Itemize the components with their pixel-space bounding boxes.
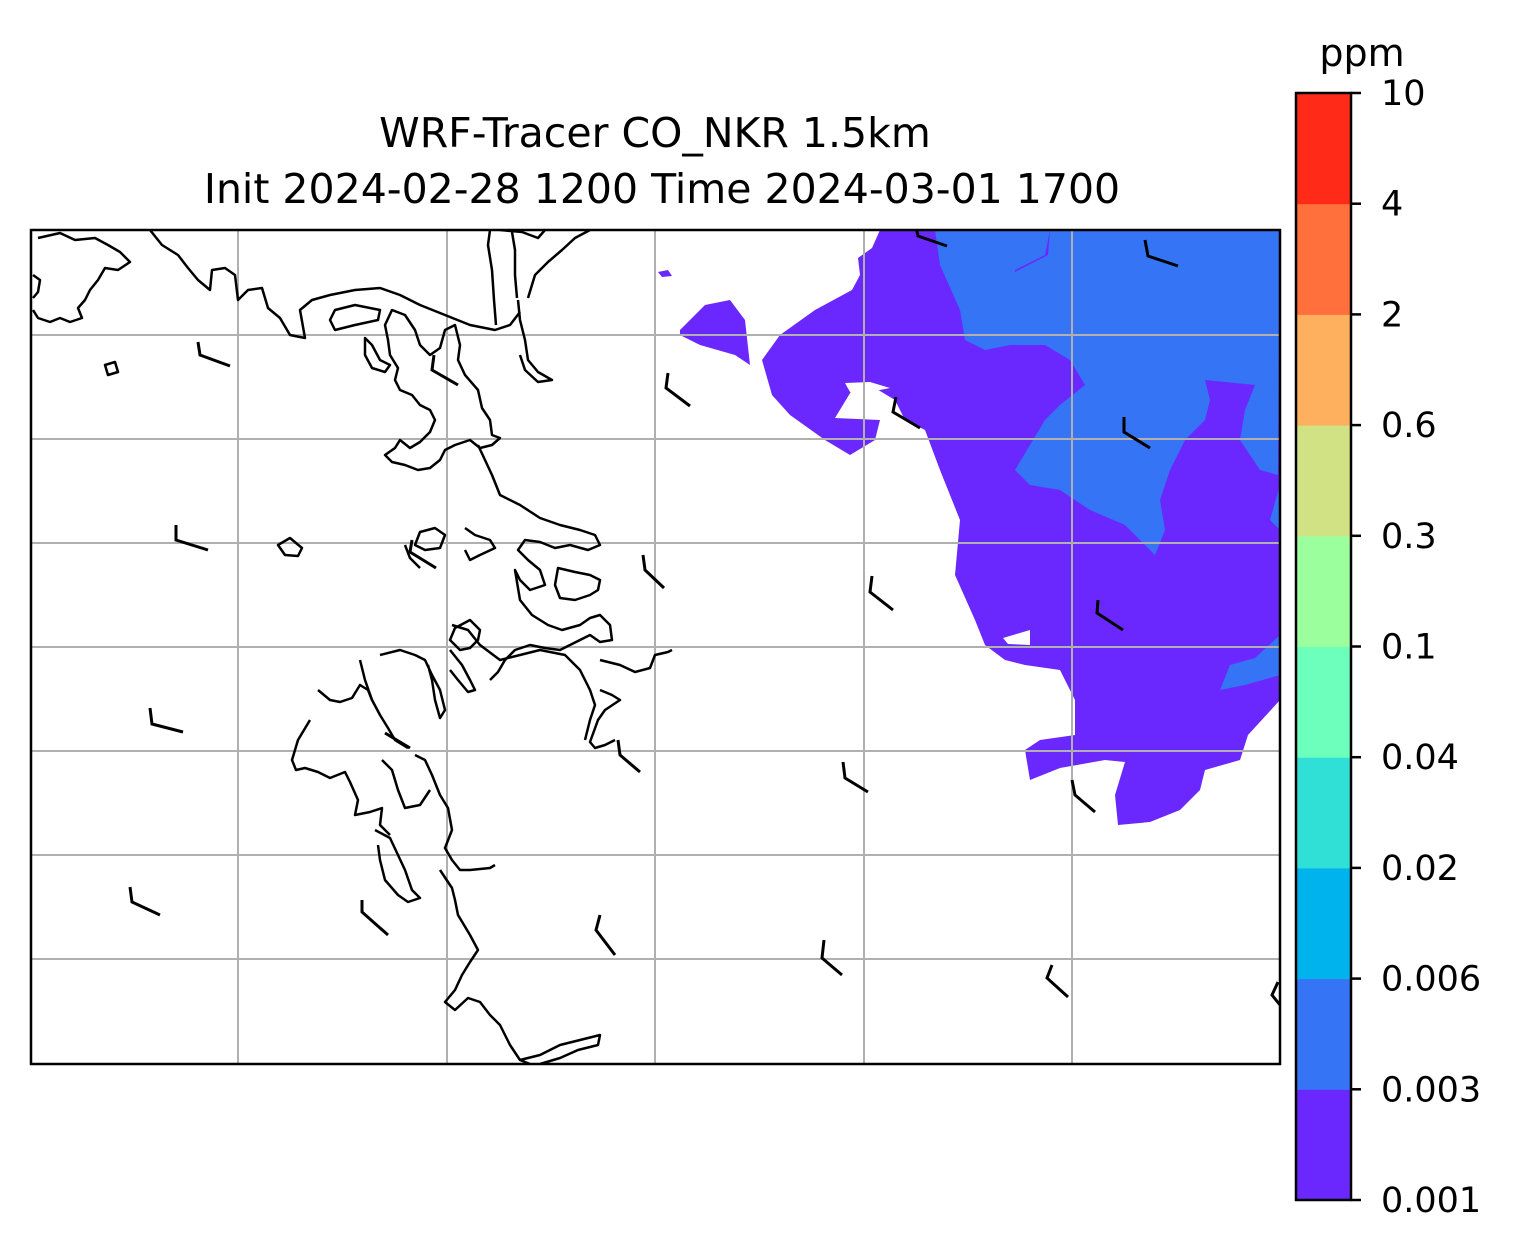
map-frame — [29, 228, 1282, 1066]
tracer-gap — [845, 382, 890, 392]
colorbar-tick-label: 0.04 — [1381, 738, 1459, 778]
colorbar-band-2 — [1296, 978, 1351, 1090]
colorbar: ppm 0.001 0.003 0.006 0.02 0.04 0.1 0.3 0.6 2 4 10 — [1294, 31, 1481, 1221]
title-line-2: Init 2024-02-28 1200 Time 2024-03-01 170… — [204, 165, 1120, 213]
colorbar-tick-label: 0.1 — [1381, 628, 1437, 668]
colorbar-tick-label: 0.003 — [1381, 1070, 1481, 1110]
colorbar-tick-label: 0.001 — [1381, 1181, 1481, 1221]
colorbar-band-4 — [1296, 757, 1351, 869]
colorbar-tick-label: 4 — [1381, 185, 1403, 225]
colorbar-tick-label: 0.6 — [1381, 406, 1437, 446]
gridlines — [31, 230, 1280, 1064]
map-panel — [29, 228, 1282, 1066]
coastlines — [31, 230, 673, 1064]
title-line-1: WRF-Tracer CO_NKR 1.5km — [379, 109, 931, 157]
colorbar-band-9 — [1296, 203, 1351, 315]
colorbar-tick-label: 10 — [1381, 74, 1426, 114]
colorbar-band-1 — [1296, 1089, 1351, 1201]
colorbar-tick-label: 2 — [1381, 295, 1403, 335]
colorbar-unit-label: ppm — [1319, 31, 1404, 75]
colorbar-band-8 — [1296, 314, 1351, 426]
colorbar-band-5 — [1296, 646, 1351, 758]
tracer-region-0.001-inset — [1010, 392, 1055, 418]
tracer-region-0.003 — [935, 230, 1280, 690]
colorbar-band-6 — [1296, 535, 1351, 647]
colorbar-band-3 — [1296, 867, 1351, 980]
colorbar-band-7 — [1296, 425, 1351, 537]
tracer-region-0.001-bits — [658, 270, 750, 365]
wind-barbs — [128, 230, 1280, 1006]
colorbar-tick-label: 0.02 — [1381, 849, 1459, 889]
colorbar-band-10 — [1296, 93, 1351, 205]
colorbar-tick-label: 0.3 — [1381, 517, 1437, 557]
colorbar-tick-label: 0.006 — [1381, 960, 1481, 1000]
